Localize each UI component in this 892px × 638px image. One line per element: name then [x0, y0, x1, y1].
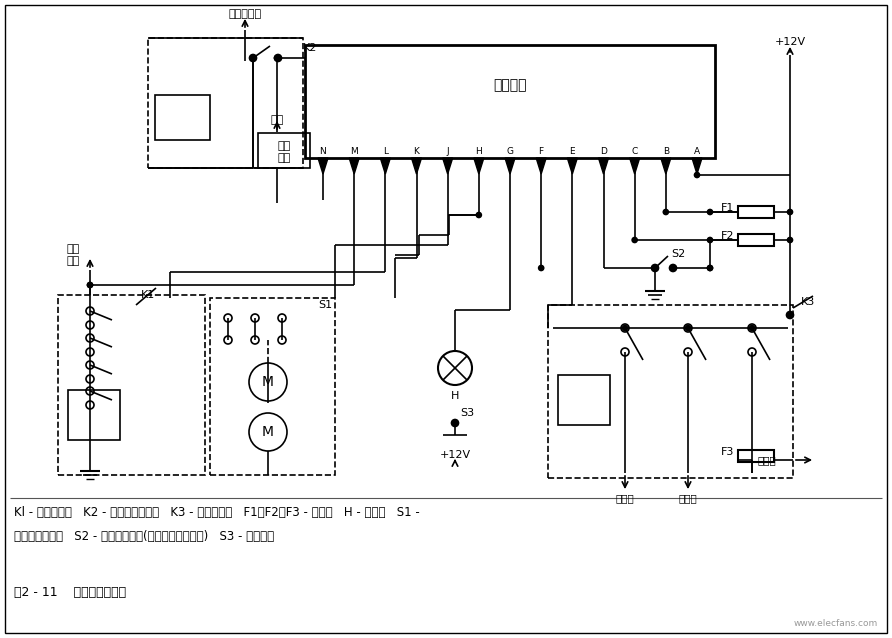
- Bar: [68, 390, 120, 440]
- Bar: [258, 133, 310, 168]
- Text: K2: K2: [302, 43, 318, 53]
- Circle shape: [651, 265, 658, 272]
- Circle shape: [788, 209, 792, 214]
- Circle shape: [251, 56, 255, 61]
- Polygon shape: [567, 158, 577, 174]
- Circle shape: [87, 283, 93, 288]
- Text: A: A: [694, 147, 700, 156]
- Polygon shape: [692, 158, 702, 174]
- Circle shape: [788, 237, 792, 242]
- Circle shape: [476, 212, 482, 218]
- Polygon shape: [442, 158, 452, 174]
- Text: +12V: +12V: [440, 450, 471, 460]
- Circle shape: [707, 265, 713, 271]
- Circle shape: [275, 56, 279, 61]
- Polygon shape: [536, 158, 546, 174]
- Text: 去点火开关: 去点火开关: [228, 9, 261, 19]
- Bar: [155, 95, 210, 140]
- Text: K3: K3: [801, 297, 815, 307]
- Bar: [738, 206, 774, 218]
- Text: 去驾
驶室: 去驾 驶室: [66, 244, 79, 266]
- Text: F1: F1: [722, 203, 735, 213]
- Circle shape: [749, 325, 755, 330]
- Text: F3: F3: [722, 447, 735, 457]
- Text: E: E: [569, 147, 575, 156]
- Polygon shape: [318, 158, 328, 174]
- Text: G: G: [507, 147, 514, 156]
- Circle shape: [685, 325, 690, 330]
- Bar: [210, 298, 335, 475]
- Circle shape: [695, 172, 699, 177]
- Circle shape: [653, 265, 657, 271]
- Bar: [738, 234, 774, 246]
- Text: H: H: [450, 391, 459, 401]
- Text: 附件: 附件: [270, 115, 284, 125]
- Text: M: M: [351, 147, 358, 156]
- Text: K: K: [414, 147, 419, 156]
- Text: F2: F2: [722, 231, 735, 241]
- Text: M: M: [262, 425, 274, 439]
- Text: Kl - 触发继电器   K2 - 启动中断继电器   K3 - 报警继电器   F1，F2，F3 - 熔断器   H - 指示灯   S1 -: Kl - 触发继电器 K2 - 启动中断继电器 K3 - 报警继电器 F1，F2…: [14, 507, 420, 519]
- Text: J: J: [446, 147, 449, 156]
- Text: 去外灯: 去外灯: [757, 455, 776, 465]
- Circle shape: [87, 283, 93, 288]
- Text: K1: K1: [141, 290, 155, 300]
- Text: B: B: [663, 147, 669, 156]
- Circle shape: [707, 265, 713, 271]
- Text: M: M: [262, 375, 274, 389]
- Circle shape: [670, 265, 676, 272]
- Circle shape: [539, 265, 543, 271]
- Text: N: N: [319, 147, 326, 156]
- Circle shape: [787, 311, 794, 318]
- Polygon shape: [474, 158, 483, 174]
- Text: 点火
模块: 点火 模块: [277, 141, 291, 163]
- Text: 前照灯: 前照灯: [679, 493, 698, 503]
- Text: 图2 - 11    防盗系统电路图: 图2 - 11 防盗系统电路图: [14, 586, 126, 598]
- Text: S3: S3: [460, 408, 474, 418]
- Bar: [558, 375, 610, 425]
- Polygon shape: [630, 158, 640, 174]
- Polygon shape: [349, 158, 359, 174]
- Text: D: D: [600, 147, 607, 156]
- Circle shape: [623, 325, 627, 330]
- Text: www.elecfans.com: www.elecfans.com: [794, 618, 878, 628]
- Circle shape: [707, 209, 713, 214]
- Bar: [58, 295, 205, 475]
- Text: 电子模块: 电子模块: [493, 78, 527, 92]
- Circle shape: [664, 209, 668, 214]
- Text: S2: S2: [671, 249, 685, 259]
- Polygon shape: [661, 158, 671, 174]
- Polygon shape: [505, 158, 515, 174]
- Text: 扬声器: 扬声器: [615, 493, 634, 503]
- Polygon shape: [411, 158, 422, 174]
- Text: 门锁电动机开关   S2 - 后行李箱开关(当锁筒拉出时闭合)   S3 - 门锁开关: 门锁电动机开关 S2 - 后行李箱开关(当锁筒拉出时闭合) S3 - 门锁开关: [14, 531, 274, 544]
- Text: F: F: [539, 147, 544, 156]
- Polygon shape: [599, 158, 608, 174]
- Bar: [148, 38, 303, 168]
- Circle shape: [275, 54, 282, 61]
- Bar: [305, 45, 715, 158]
- Text: H: H: [475, 147, 483, 156]
- Circle shape: [451, 420, 458, 426]
- Text: L: L: [383, 147, 388, 156]
- Circle shape: [251, 56, 255, 61]
- Bar: [738, 450, 774, 462]
- Circle shape: [707, 237, 713, 242]
- Text: +12V: +12V: [774, 37, 805, 47]
- Bar: [548, 305, 793, 478]
- Polygon shape: [380, 158, 391, 174]
- Text: C: C: [632, 147, 638, 156]
- Text: S1: S1: [318, 300, 332, 310]
- Circle shape: [632, 237, 637, 242]
- Circle shape: [250, 54, 257, 61]
